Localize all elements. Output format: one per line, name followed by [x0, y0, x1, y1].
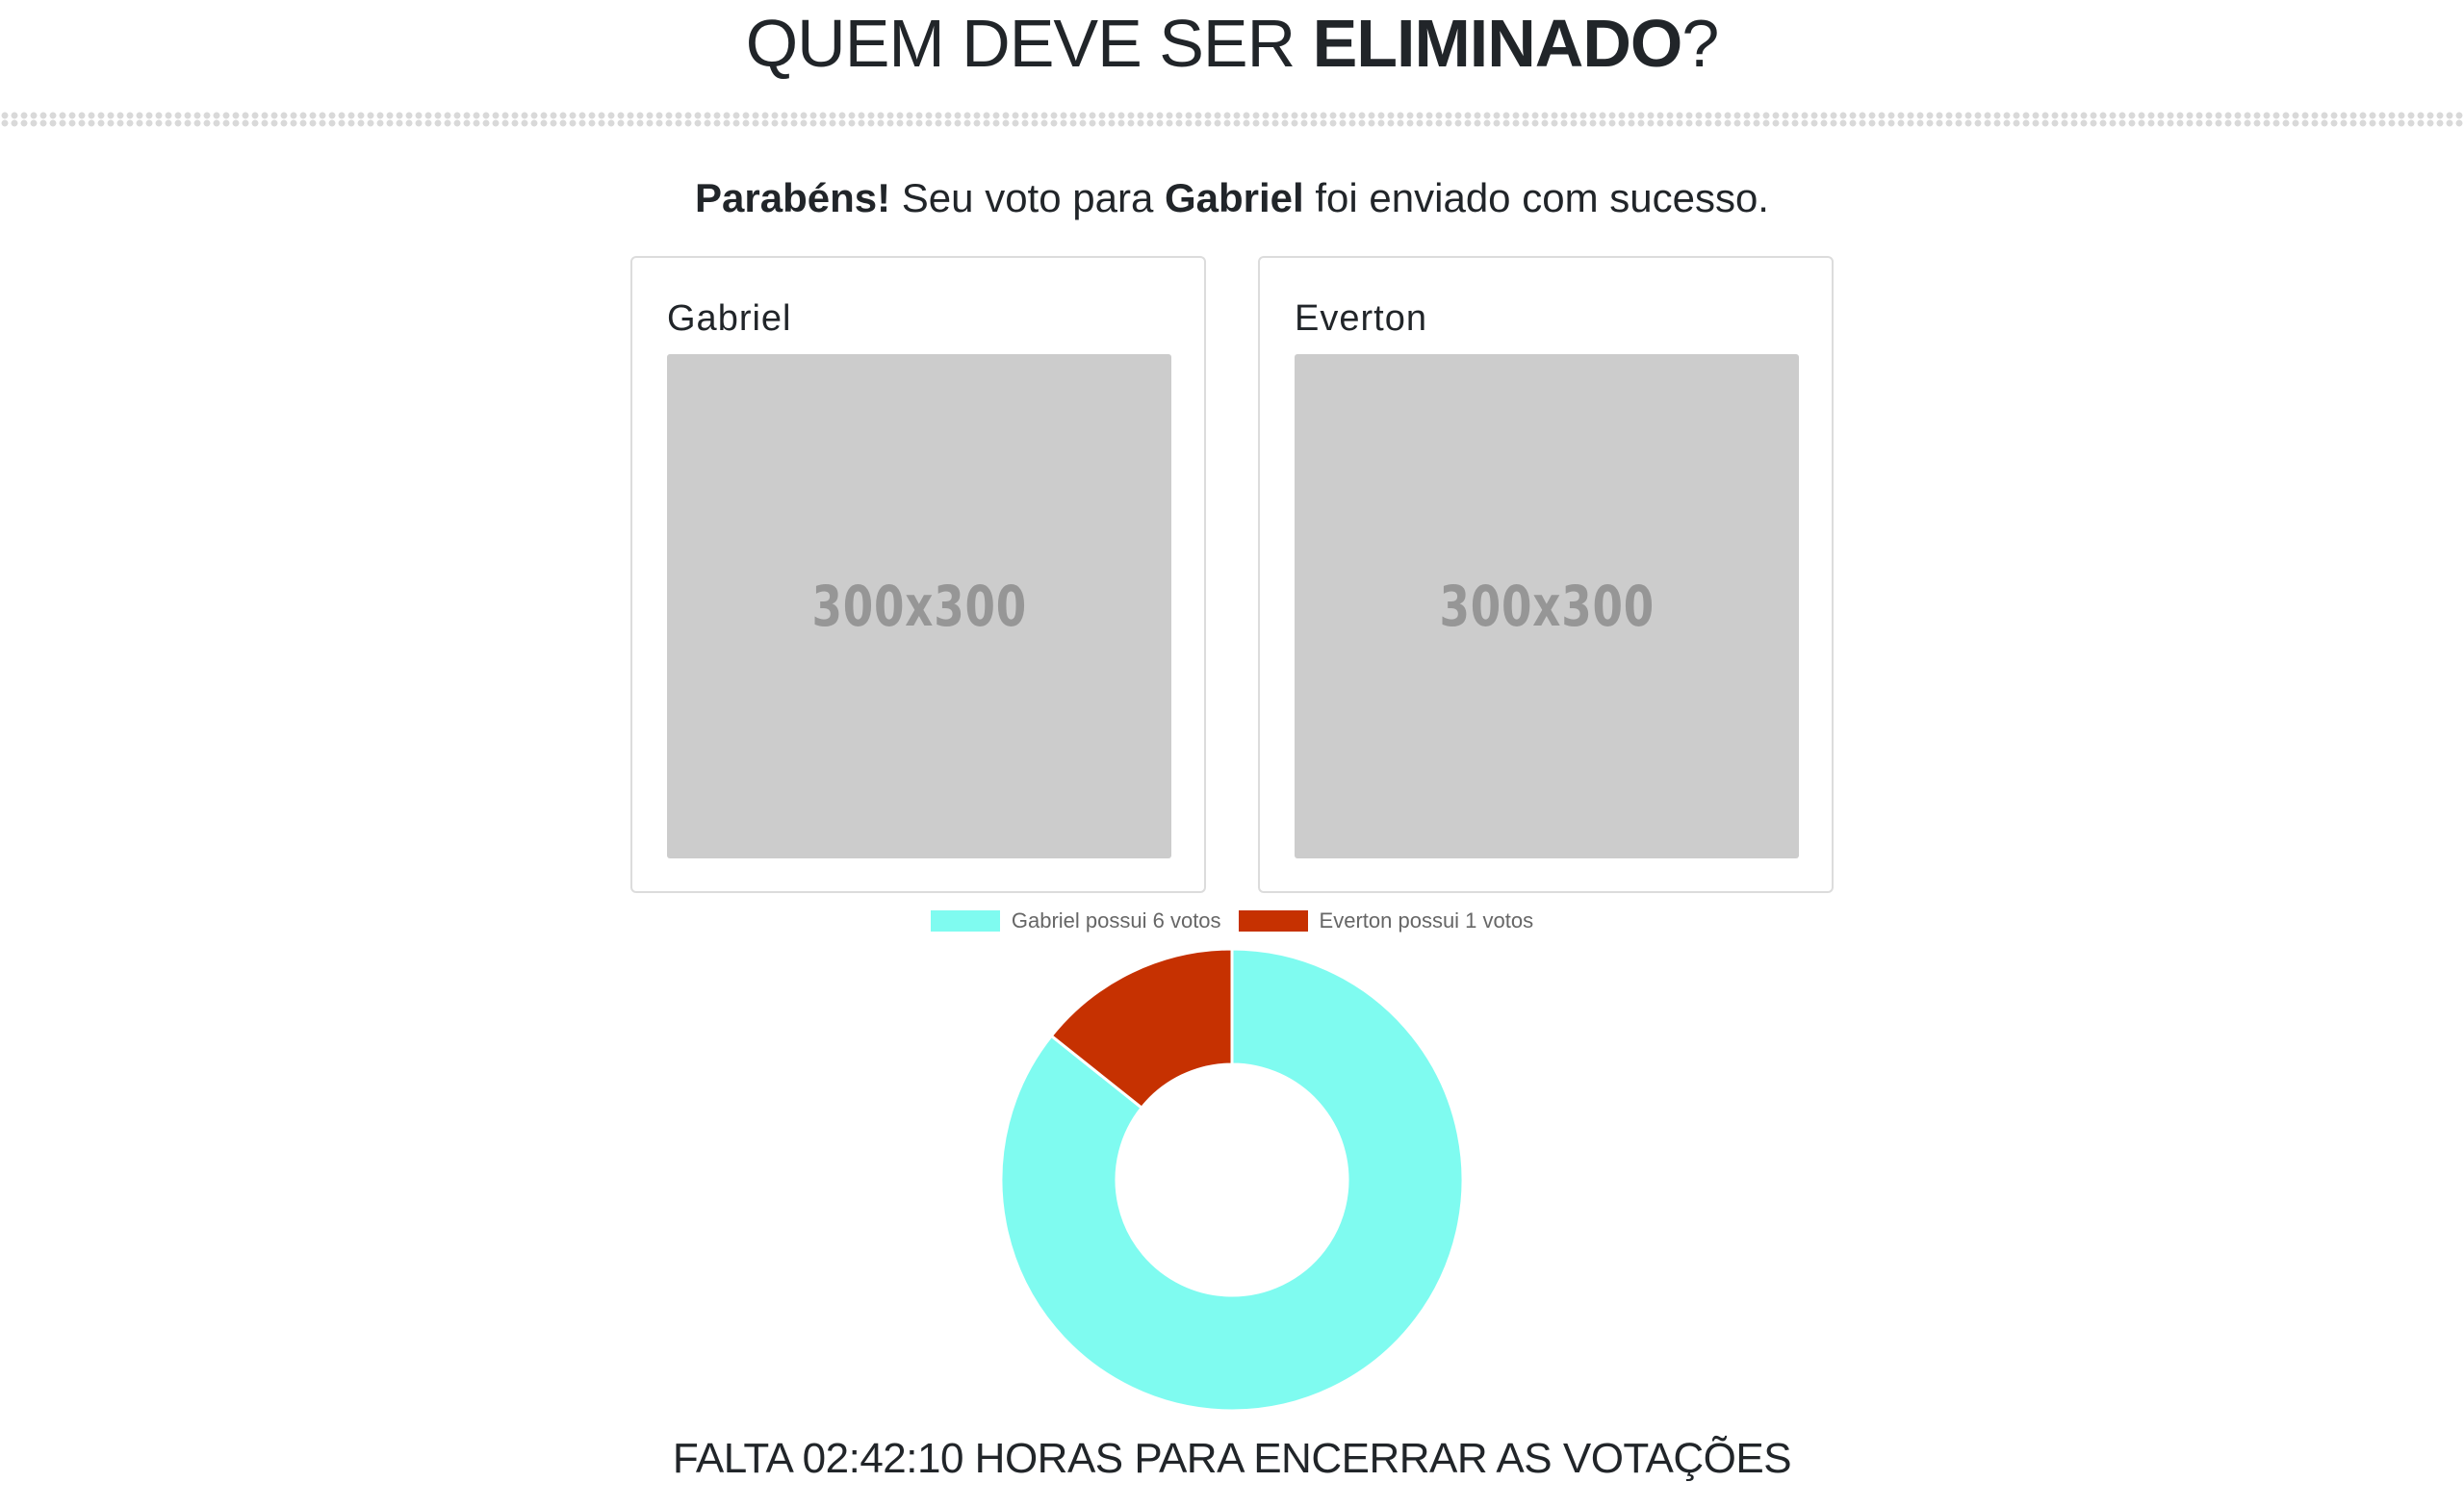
candidate-image-placeholder: 300x300 [667, 354, 1171, 858]
placeholder-label: 300x300 [1439, 574, 1655, 639]
donut-slice-1[interactable] [1049, 949, 1234, 1111]
legend-swatch [1238, 910, 1308, 932]
title-prefix: QUEM DEVE SER [745, 6, 1313, 81]
success-message: Parabéns! Seu voto para Gabriel foi envi… [0, 171, 2464, 225]
congrats-text: Parabéns! [695, 175, 891, 220]
legend-label: Everton possui 1 votos [1319, 908, 1534, 933]
donut-slice-0[interactable] [1001, 949, 1463, 1411]
donut-svg [1001, 949, 1463, 1411]
candidate-name: Everton [1295, 298, 1427, 339]
chart-legend: Gabriel possui 6 votos Everton possui 1 … [0, 908, 2464, 933]
page-title: QUEM DEVE SER ELIMINADO? [0, 10, 2464, 77]
legend-swatch [930, 910, 1000, 932]
legend-label: Gabriel possui 6 votos [1011, 908, 1221, 933]
candidate-card-everton[interactable]: Everton 300x300 [1258, 256, 1834, 893]
candidate-name: Gabriel [667, 298, 792, 339]
voted-candidate-name: Gabriel [1164, 175, 1304, 220]
countdown-text: FALTA 02:42:10 HORAS PARA ENCERRAR AS VO… [672, 1435, 1792, 1482]
legend-item-everton[interactable]: Everton possui 1 votos [1238, 908, 1534, 933]
vote-donut-chart [1001, 949, 1463, 1411]
legend-item-gabriel[interactable]: Gabriel possui 6 votos [930, 908, 1221, 933]
message-text-before: Seu voto para [890, 175, 1165, 220]
title-bold: ELIMINADO [1312, 6, 1683, 81]
message-text-after: foi enviado com sucesso. [1303, 175, 1769, 220]
candidate-image-placeholder: 300x300 [1295, 354, 1799, 858]
title-suffix: ? [1681, 6, 1719, 81]
candidate-card-gabriel[interactable]: Gabriel 300x300 [630, 256, 1206, 893]
placeholder-label: 300x300 [811, 574, 1027, 639]
dotted-divider [0, 112, 2464, 127]
